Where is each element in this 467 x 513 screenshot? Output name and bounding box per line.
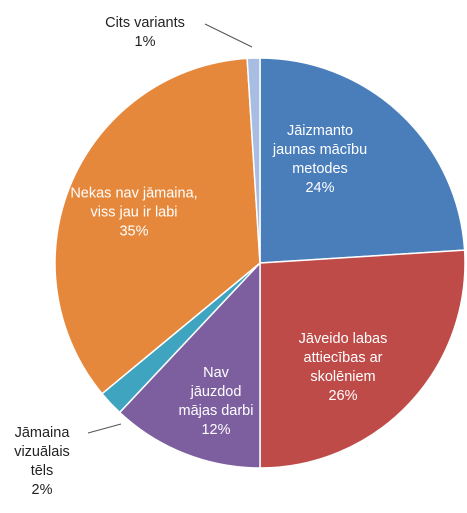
category-label: Jāmaina vizuālais tēls — [14, 425, 70, 479]
value-label: 35% — [119, 223, 149, 240]
slice-label: Jāmaina vizuālais tēls 2% — [2, 424, 82, 500]
pie-slice — [118, 261, 261, 469]
category-label: Nav jāuzdod mājas darbi — [178, 365, 254, 419]
slice-label: Nekas nav jāmaina, viss jau ir labi 35% — [64, 185, 204, 242]
value-label: 26% — [328, 388, 358, 404]
category-label: Jāizmanto jaunas mācību metodes — [272, 123, 368, 177]
pie-slice — [54, 57, 261, 395]
slice-label: Jāizmanto jaunas mācību metodes 24% — [270, 122, 370, 198]
slice-label: Cits variants 1% — [75, 14, 215, 52]
slice-label: Jāveido labas attiecības ar skolēniem 26% — [283, 330, 403, 406]
value-label: 1% — [134, 34, 156, 50]
value-label: 24% — [305, 180, 335, 196]
pie-slice — [246, 57, 261, 264]
slice-label: Nav jāuzdod mājas darbi 12% — [176, 364, 256, 440]
value-label: 12% — [201, 422, 231, 438]
leader-line — [87, 423, 122, 434]
pie-slice — [259, 249, 466, 469]
pie-slice — [259, 57, 466, 264]
category-label: Nekas nav jāmaina, viss jau ir labi — [70, 185, 198, 221]
slices — [54, 57, 466, 469]
category-label: Cits variants — [105, 15, 185, 31]
value-label: 2% — [31, 482, 53, 498]
category-label: Jāveido labas attiecības ar skolēniem — [298, 331, 388, 385]
leader-line — [204, 23, 253, 48]
